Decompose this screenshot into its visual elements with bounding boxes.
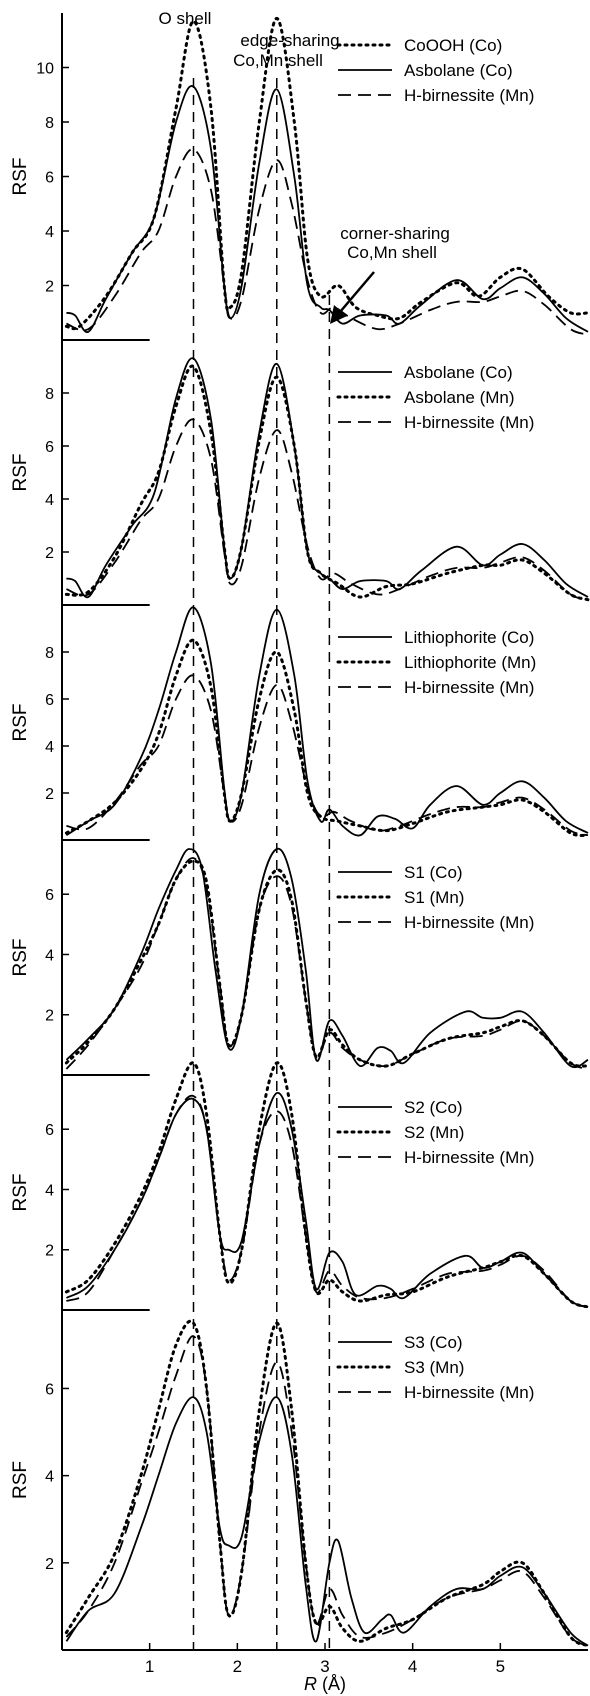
legend-label: S2 (Co) <box>404 1098 463 1117</box>
y-tick-label: 6 <box>45 439 54 456</box>
legend-label: H-birnessite (Mn) <box>404 913 534 932</box>
legend-label: S3 (Co) <box>404 1333 463 1352</box>
x-axis-variable: R <box>304 1674 317 1694</box>
series-line-3 <box>66 1094 589 1308</box>
series-line-3 <box>65 857 589 1070</box>
y-tick-label: 2 <box>45 1556 54 1573</box>
legend-label: H-birnessite (Mn) <box>404 1383 534 1402</box>
y-tick-label: 4 <box>45 1182 54 1199</box>
y-tick-label: 6 <box>45 1381 54 1398</box>
annotation-group: O shell edge-sharing Co,Mn shell corner-… <box>159 9 450 324</box>
legend-label: S1 (Co) <box>404 863 463 882</box>
y-tick-label: 8 <box>45 386 54 403</box>
y-axis-label: RSF <box>10 1461 31 1499</box>
panel-6: 2 4 6 RSF S3 (Co) S3 (Mn) H-birnessite (Mn) <box>10 1310 590 1651</box>
legend-label: Asbolane (Co) <box>404 61 513 80</box>
annotation-edge-sharing: edge-sharing <box>240 31 339 50</box>
legend-label: H-birnessite (Mn) <box>404 678 534 697</box>
annotation-arrow <box>330 271 375 324</box>
legend-label: S2 (Mn) <box>404 1123 464 1142</box>
x-tick-label: 1 <box>145 1657 154 1676</box>
series-line-2 <box>64 1061 590 1309</box>
y-tick-label: 4 <box>45 224 54 241</box>
svg-text:R (Å): R (Å) <box>304 1674 346 1694</box>
y-tick-label: 4 <box>45 492 54 509</box>
y-axis-label: RSF <box>10 158 31 196</box>
y-axis-label: RSF <box>10 454 31 492</box>
series-line-2 <box>66 85 589 333</box>
series-line-2 <box>64 1319 590 1648</box>
x-axis-ticks: 1 2 3 4 5 <box>145 1643 505 1676</box>
y-tick-label: 2 <box>45 545 54 562</box>
x-tick-label: 4 <box>408 1657 417 1676</box>
legend-label: S1 (Mn) <box>404 888 464 907</box>
annotation-corner-sharing-shell: Co,Mn shell <box>347 243 437 262</box>
annotation-corner-sharing: corner-sharing <box>340 224 450 243</box>
series-line-2 <box>64 859 590 1068</box>
panel-5: 2 4 6 RSF S2 (Co) S2 (Mn) H-birnessite (Mn) <box>10 1061 590 1311</box>
y-axis-label: RSF <box>10 939 31 977</box>
y-tick-label: 4 <box>45 947 54 964</box>
panel-1: 2 4 6 8 10 RSF CoOOH (Co) Asbolane (Co) H-birnes… <box>10 13 590 341</box>
panel-4: 2 4 6 RSF S1 (Co) S1 (Mn) H-birnessite (Mn) <box>10 840 590 1076</box>
series-line-3 <box>66 418 589 601</box>
legend-label: Lithiophorite (Co) <box>404 628 534 647</box>
y-tick-label: 2 <box>45 1008 54 1025</box>
panel-2: 2 4 6 8 RSF Asbolane (Co) Asbolane (Mn) H-birne… <box>10 340 590 606</box>
y-tick-label: 2 <box>45 279 54 296</box>
series-line-1 <box>65 847 589 1068</box>
y-tick-label: 10 <box>36 61 54 78</box>
y-tick-label: 6 <box>45 887 54 904</box>
x-axis-unit: (Å) <box>317 1674 346 1694</box>
y-tick-label: 6 <box>45 692 54 709</box>
legend-label: H-birnessite (Mn) <box>404 413 534 432</box>
y-tick-label: 4 <box>45 1469 54 1486</box>
guides-layer <box>192 78 331 1650</box>
series-line-3 <box>66 148 589 336</box>
series-line-1 <box>65 606 589 837</box>
legend-label: CoOOH (Co) <box>404 36 502 55</box>
panels-layer: 2 4 6 8 10 RSF CoOOH (Co) Asbolane (Co) H-birnes… <box>10 13 590 1676</box>
y-tick-label: 2 <box>45 1243 54 1260</box>
series-line-2 <box>64 364 590 602</box>
y-tick-label: 8 <box>45 645 54 662</box>
y-tick-label: 6 <box>45 170 54 187</box>
panel-3: 2 4 6 8 RSF Lithiophorite (Co) Lithiophorite (… <box>10 605 590 841</box>
y-tick-label: 2 <box>45 786 54 803</box>
y-axis-label: RSF <box>10 1174 31 1212</box>
y-axis-label: RSF <box>10 704 31 742</box>
legend-label: H-birnessite (Mn) <box>404 86 534 105</box>
x-axis-title: R (Å) <box>304 1674 346 1694</box>
legend-label: Asbolane (Co) <box>404 363 513 382</box>
legend-label: S3 (Mn) <box>404 1358 464 1377</box>
annotation-edge-sharing-shell: Co,Mn shell <box>233 51 323 70</box>
y-tick-label: 4 <box>45 739 54 756</box>
series-line-2 <box>64 638 590 837</box>
y-tick-label: 8 <box>45 115 54 132</box>
x-tick-label: 2 <box>233 1657 242 1676</box>
series-line-3 <box>66 674 589 837</box>
x-tick-label: 3 <box>320 1657 329 1676</box>
legend-label: H-birnessite (Mn) <box>404 1148 534 1167</box>
series-line-3 <box>65 1335 589 1647</box>
legend-label: Asbolane (Mn) <box>404 388 515 407</box>
y-tick-label: 6 <box>45 1122 54 1139</box>
annotation-o-shell: O shell <box>159 9 212 28</box>
legend-label: Lithiophorite (Mn) <box>404 653 536 672</box>
series-line-1 <box>65 1396 589 1647</box>
x-tick-label: 5 <box>496 1657 505 1676</box>
